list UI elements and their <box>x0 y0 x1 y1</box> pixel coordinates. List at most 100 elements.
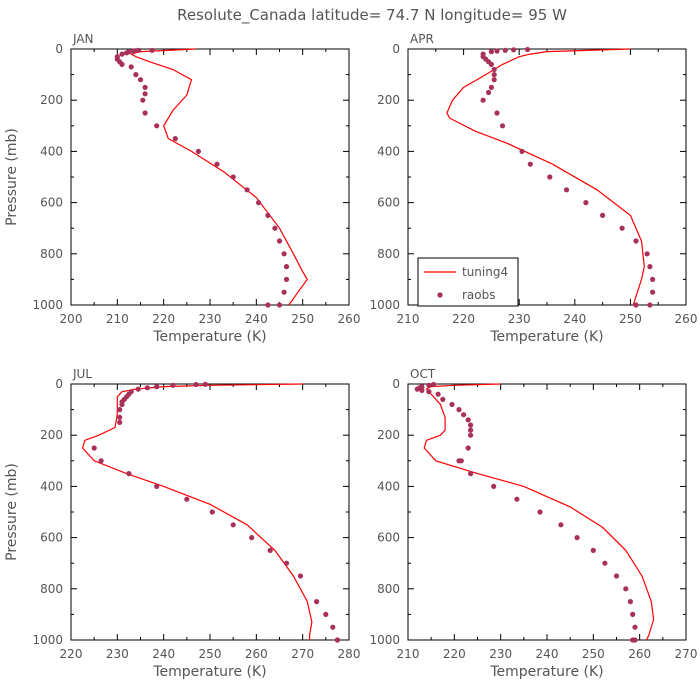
obs-point <box>449 401 455 408</box>
x-tick-label: 200 <box>60 312 83 326</box>
obs-point <box>488 61 494 67</box>
y-tick-label: 0 <box>392 42 400 56</box>
x-tick-label: 240 <box>536 647 559 661</box>
obs-point <box>494 110 500 116</box>
obs-point <box>488 84 494 90</box>
obs-point <box>461 412 467 418</box>
panel-label-jan: JAN <box>72 32 94 46</box>
obs-point <box>135 386 141 392</box>
obs-point <box>117 407 123 413</box>
obs-point <box>142 91 148 97</box>
y-tick-label: 0 <box>55 42 63 56</box>
x-tick-label: 250 <box>291 312 314 326</box>
y-tick-label: 400 <box>40 144 63 158</box>
y-tick-label: 200 <box>40 93 63 107</box>
obs-point <box>137 77 144 83</box>
y-tick-label: 600 <box>40 531 63 545</box>
legend-marker-swatch <box>437 292 443 298</box>
obs-point <box>283 560 290 566</box>
obs-point <box>650 276 656 282</box>
obs-point <box>91 445 97 451</box>
y-tick-label: 400 <box>377 144 400 158</box>
obs-point <box>519 148 525 154</box>
obs-point <box>574 535 580 541</box>
legend-entry-raobs: raobs <box>462 288 496 302</box>
y-axis-label: Pressure (mb) <box>4 463 20 561</box>
obs-point <box>527 161 533 167</box>
obs-point <box>644 251 650 257</box>
obs-point <box>98 458 104 464</box>
obs-point <box>430 381 437 388</box>
x-tick-label: 260 <box>628 647 651 661</box>
obs-point <box>193 381 199 388</box>
obs-point <box>135 47 141 53</box>
chart-panels: JAN 200 210 220 230 240 250 260 0 200 400 600 800 100… <box>4 32 697 680</box>
obs-point <box>583 200 589 206</box>
obs-point <box>202 381 208 387</box>
obs-point <box>468 471 474 477</box>
x-tick-label: 280 <box>338 647 361 661</box>
obs-point <box>426 382 432 388</box>
obs-point <box>465 445 471 451</box>
obs-point <box>119 61 125 67</box>
plot-frame <box>70 48 350 306</box>
obs-point <box>419 387 425 393</box>
obs-point <box>128 64 134 70</box>
x-tick-label: 230 <box>489 647 512 661</box>
obs-point <box>117 419 123 425</box>
obs-point <box>590 547 596 554</box>
obs-point <box>230 174 236 180</box>
obs-point <box>524 46 531 53</box>
x-tick-label: 270 <box>291 647 314 661</box>
obs-point <box>272 225 278 231</box>
obs-point <box>630 637 636 643</box>
obs-point <box>126 471 132 477</box>
obs-point <box>414 386 420 392</box>
obs-point <box>558 522 564 528</box>
obs-point <box>323 611 329 618</box>
y-tick-label: 0 <box>55 377 63 391</box>
obs-point <box>468 432 474 438</box>
obs-point <box>510 47 517 53</box>
obs-point <box>440 396 446 402</box>
obs-point <box>494 48 500 54</box>
series-line-tuning4 <box>446 48 645 306</box>
obs-point <box>491 72 497 78</box>
obs-point <box>514 496 520 502</box>
x-tick-label: 250 <box>619 312 642 326</box>
obs-point <box>613 573 620 579</box>
y-axis-label: Pressure (mb) <box>4 128 20 226</box>
y-tick-label: 800 <box>377 247 400 261</box>
obs-point <box>256 200 262 206</box>
x-tick-label: 250 <box>199 647 222 661</box>
obs-point <box>314 599 320 605</box>
obs-point <box>633 238 639 244</box>
obs-point <box>283 264 290 270</box>
panel-label-jul: JUL <box>72 367 92 381</box>
obs-point <box>133 72 139 78</box>
x-tick-label: 220 <box>443 647 466 661</box>
obs-point <box>468 427 474 433</box>
obs-point <box>537 509 543 515</box>
y-tick-label: 1000 <box>369 298 400 312</box>
x-tick-label: 240 <box>152 647 175 661</box>
obs-point <box>154 123 160 129</box>
obs-point <box>184 496 190 502</box>
x-axis-label: Temperature (K) <box>152 329 266 345</box>
y-tick-label: 600 <box>377 196 400 210</box>
obs-point <box>426 389 432 395</box>
x-tick-label: 240 <box>245 312 268 326</box>
obs-point <box>486 89 492 96</box>
obs-point <box>142 110 148 116</box>
panel-oct: OCT 210 220 230 240 250 260 270 0 200 400 600 800 100… <box>369 367 697 680</box>
obs-point <box>230 522 236 528</box>
x-tick-label: 250 <box>582 647 605 661</box>
x-tick-label: 210 <box>397 312 420 326</box>
y-tick-label: 0 <box>392 377 400 391</box>
obs-point <box>491 77 497 83</box>
y-tick-label: 400 <box>377 479 400 493</box>
obs-point <box>623 586 629 592</box>
x-tick-label: 210 <box>397 647 420 661</box>
obs-point <box>630 611 636 618</box>
x-tick-label: 260 <box>338 312 361 326</box>
